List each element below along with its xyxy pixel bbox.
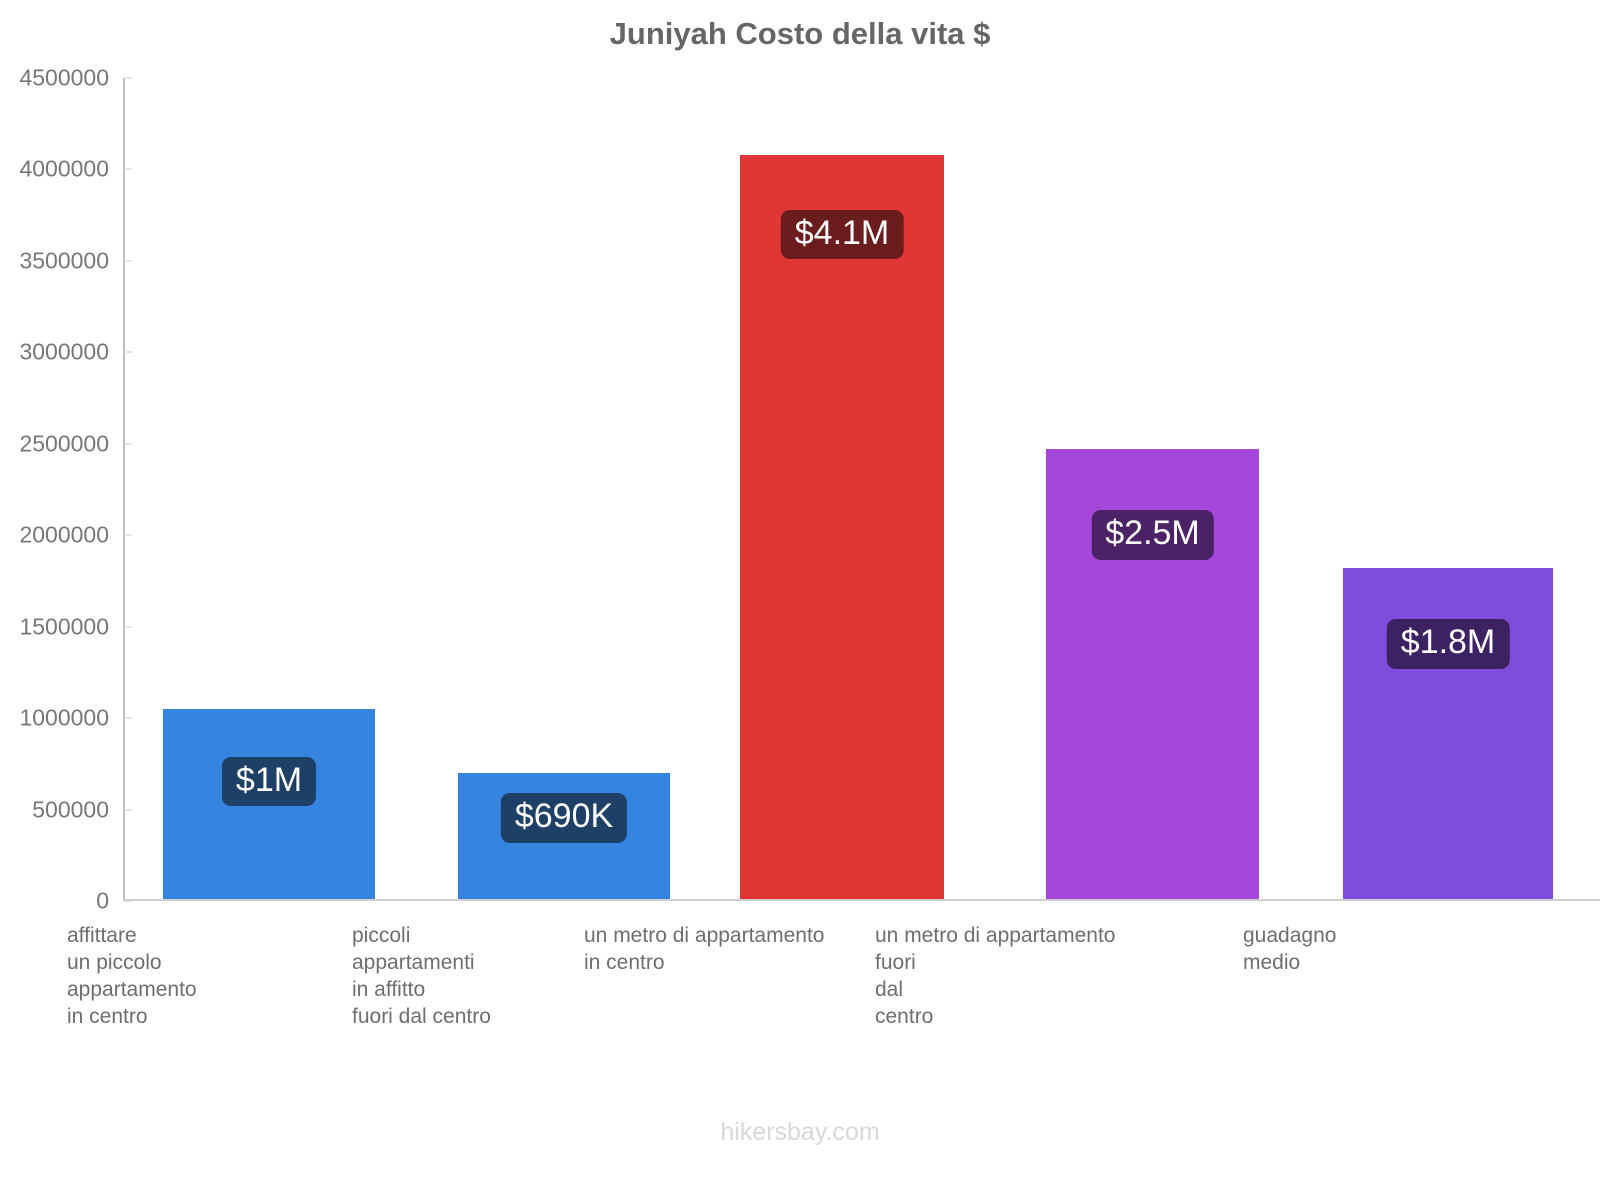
y-axis-tick-mark [123, 77, 132, 79]
y-axis-tick-mark [123, 900, 132, 902]
y-axis-tick-mark [123, 168, 132, 170]
y-axis-tick-label: 3500000 [19, 247, 109, 274]
y-axis-line [123, 78, 125, 901]
y-axis-tick-mark [123, 809, 132, 811]
y-axis-tick-label: 0 [96, 887, 109, 914]
bar-value-label: $2.5M [1091, 510, 1214, 560]
y-axis-tick-label: 1500000 [19, 613, 109, 640]
y-axis-tick-label: 500000 [32, 796, 109, 823]
x-axis-category-label: un metro di appartamento fuori dal centr… [875, 924, 1116, 1028]
bar[interactable]: $690K [458, 772, 670, 899]
bar[interactable]: $1.8M [1343, 567, 1553, 899]
footer-watermark: hikersbay.com [720, 1118, 880, 1146]
y-axis-tick-mark [123, 443, 132, 445]
bar-value-label: $690K [500, 792, 628, 843]
bar[interactable]: $2.5M [1046, 449, 1259, 899]
y-axis-tick-label: 3000000 [19, 338, 109, 365]
bar-value-label: $4.1M [780, 209, 904, 260]
y-axis-tick-mark [123, 534, 132, 536]
bar-value-label: $1M [221, 756, 317, 807]
x-axis-line [123, 899, 1600, 901]
y-axis-tick-label: 4500000 [19, 64, 109, 91]
bar[interactable]: $4.1M [740, 154, 944, 899]
bar-value-label: $1.8M [1386, 618, 1510, 669]
y-axis-tick-mark [123, 626, 132, 628]
y-axis-tick-mark [123, 351, 132, 353]
x-axis-category-label: guadagno medio [1243, 924, 1337, 974]
bar[interactable]: $1M [163, 708, 375, 899]
y-axis-tick-mark [123, 260, 132, 262]
x-axis-category-label: piccoli appartamenti in affitto fuori da… [352, 924, 491, 1028]
y-axis-tick-label: 2500000 [19, 430, 109, 457]
y-axis-tick-label: 2000000 [19, 521, 109, 548]
x-axis-category-label: un metro di appartamento in centro [584, 924, 825, 974]
x-axis-category-label: affittare un piccolo appartamento in cen… [67, 924, 197, 1028]
y-axis-tick-label: 4000000 [19, 155, 109, 182]
y-axis-tick-mark [123, 717, 132, 719]
chart-title: Juniyah Costo della vita $ [609, 16, 991, 51]
y-axis-tick-label: 1000000 [19, 704, 109, 731]
plot-area: 0 500000 1000000 1500000 2000000 2500000 30000… [19, 65, 1600, 914]
